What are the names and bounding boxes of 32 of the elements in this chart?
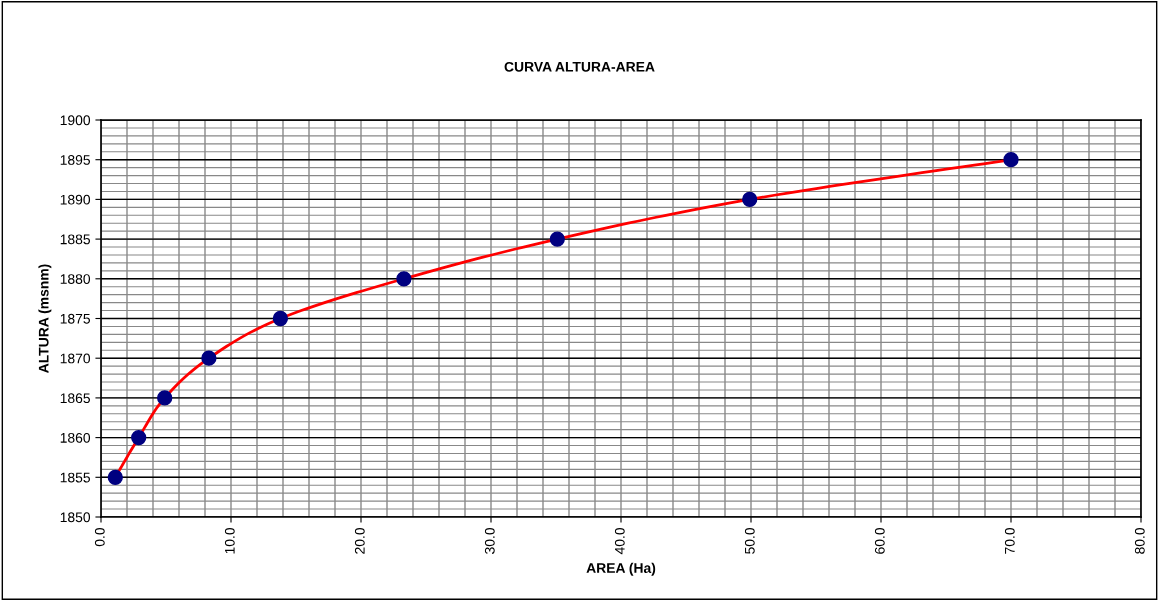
x-tick-label: 10.0 [224,527,235,554]
x-tick-label: 50.0 [744,527,755,554]
x-tick-label: 40.0 [614,527,625,555]
point [1003,152,1019,168]
point [272,310,289,327]
y-tick-label: 1850 [60,512,91,523]
point [549,231,565,247]
y-tick-label: 1875 [60,313,90,324]
y-tick-label: 1870 [60,353,91,364]
y-tick-label: 1860 [60,432,91,443]
y-axis-title: ALTURA (msnm) [38,264,52,373]
point [157,390,173,406]
y-tick-label: 1890 [60,194,91,205]
x-tick-label: 0.0 [94,527,105,547]
point [107,469,123,485]
x-tick-label: 70.0 [1004,527,1015,554]
point [396,271,412,287]
point [201,350,217,366]
x-tick-label: 80.0 [1134,527,1145,554]
y-tick-label: 1880 [60,274,91,284]
y-tick-label: 1855 [60,472,90,483]
x-tick-label: 60.0 [874,527,885,554]
x-axis-title: AREA (Ha) [586,562,656,576]
chart-title: CURVA ALTURA-AREA [504,61,655,72]
y-tick-label: 1885 [60,234,90,245]
point [742,191,758,208]
point [131,429,147,446]
y-tick-label: 1895 [60,155,90,165]
y-tick-label: 1900 [60,115,91,126]
y-tick-label: 1865 [60,393,90,404]
x-tick-label: 30.0 [484,527,495,554]
x-tick-label: 20.0 [354,527,365,554]
